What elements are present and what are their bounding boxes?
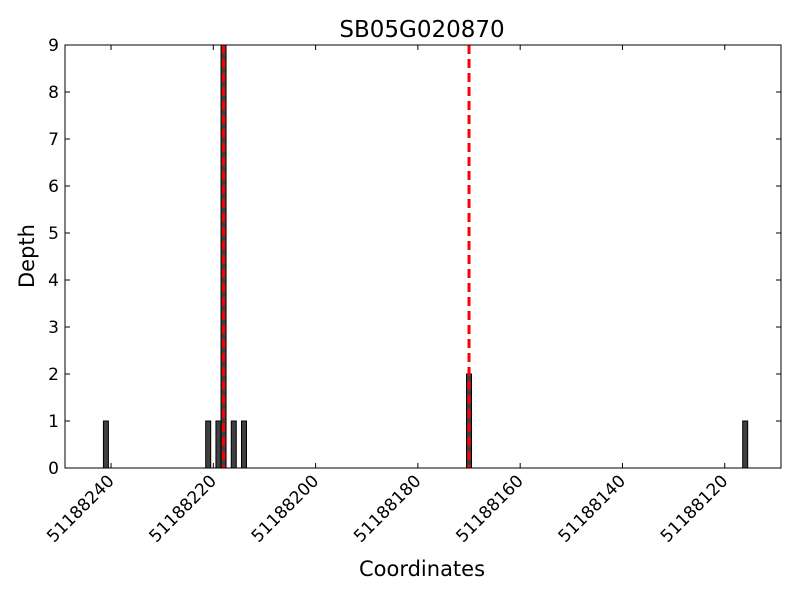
y-tick-label-3: 3 (48, 318, 59, 338)
y-tick-label-7: 7 (48, 130, 59, 150)
bar-1 (205, 420, 212, 469)
y-tick-label-5: 5 (48, 224, 59, 244)
y-axis-label: Depth (15, 224, 39, 288)
bar-5 (241, 420, 247, 469)
bar-7 (742, 420, 749, 469)
x-tick-label-51188240: 51188240 (43, 471, 118, 546)
bar-4 (230, 420, 237, 469)
y-tick-label-4: 4 (48, 271, 59, 291)
y-tick-label-0: 0 (48, 459, 59, 479)
x-tick-label-51188200: 51188200 (248, 471, 323, 546)
chart-title: SB05G020870 (339, 17, 504, 43)
plot-frame (64, 44, 782, 469)
bar-0 (102, 420, 109, 469)
x-tick-label-51188180: 51188180 (350, 471, 425, 546)
x-tick-label-51188160: 51188160 (452, 471, 527, 546)
bar-2 (215, 420, 222, 469)
y-tick-label-9: 9 (48, 36, 59, 56)
x-tick-label-51188220: 51188220 (146, 471, 221, 546)
x-tick-label-51188140: 51188140 (555, 471, 630, 546)
y-tick-label-8: 8 (48, 83, 59, 103)
y-tick-label-2: 2 (48, 365, 59, 385)
x-axis-label: Coordinates (359, 557, 485, 581)
y-tick-label-1: 1 (48, 412, 59, 432)
x-tick-label-51188120: 51188120 (657, 471, 732, 546)
y-tick-label-6: 6 (48, 177, 59, 197)
